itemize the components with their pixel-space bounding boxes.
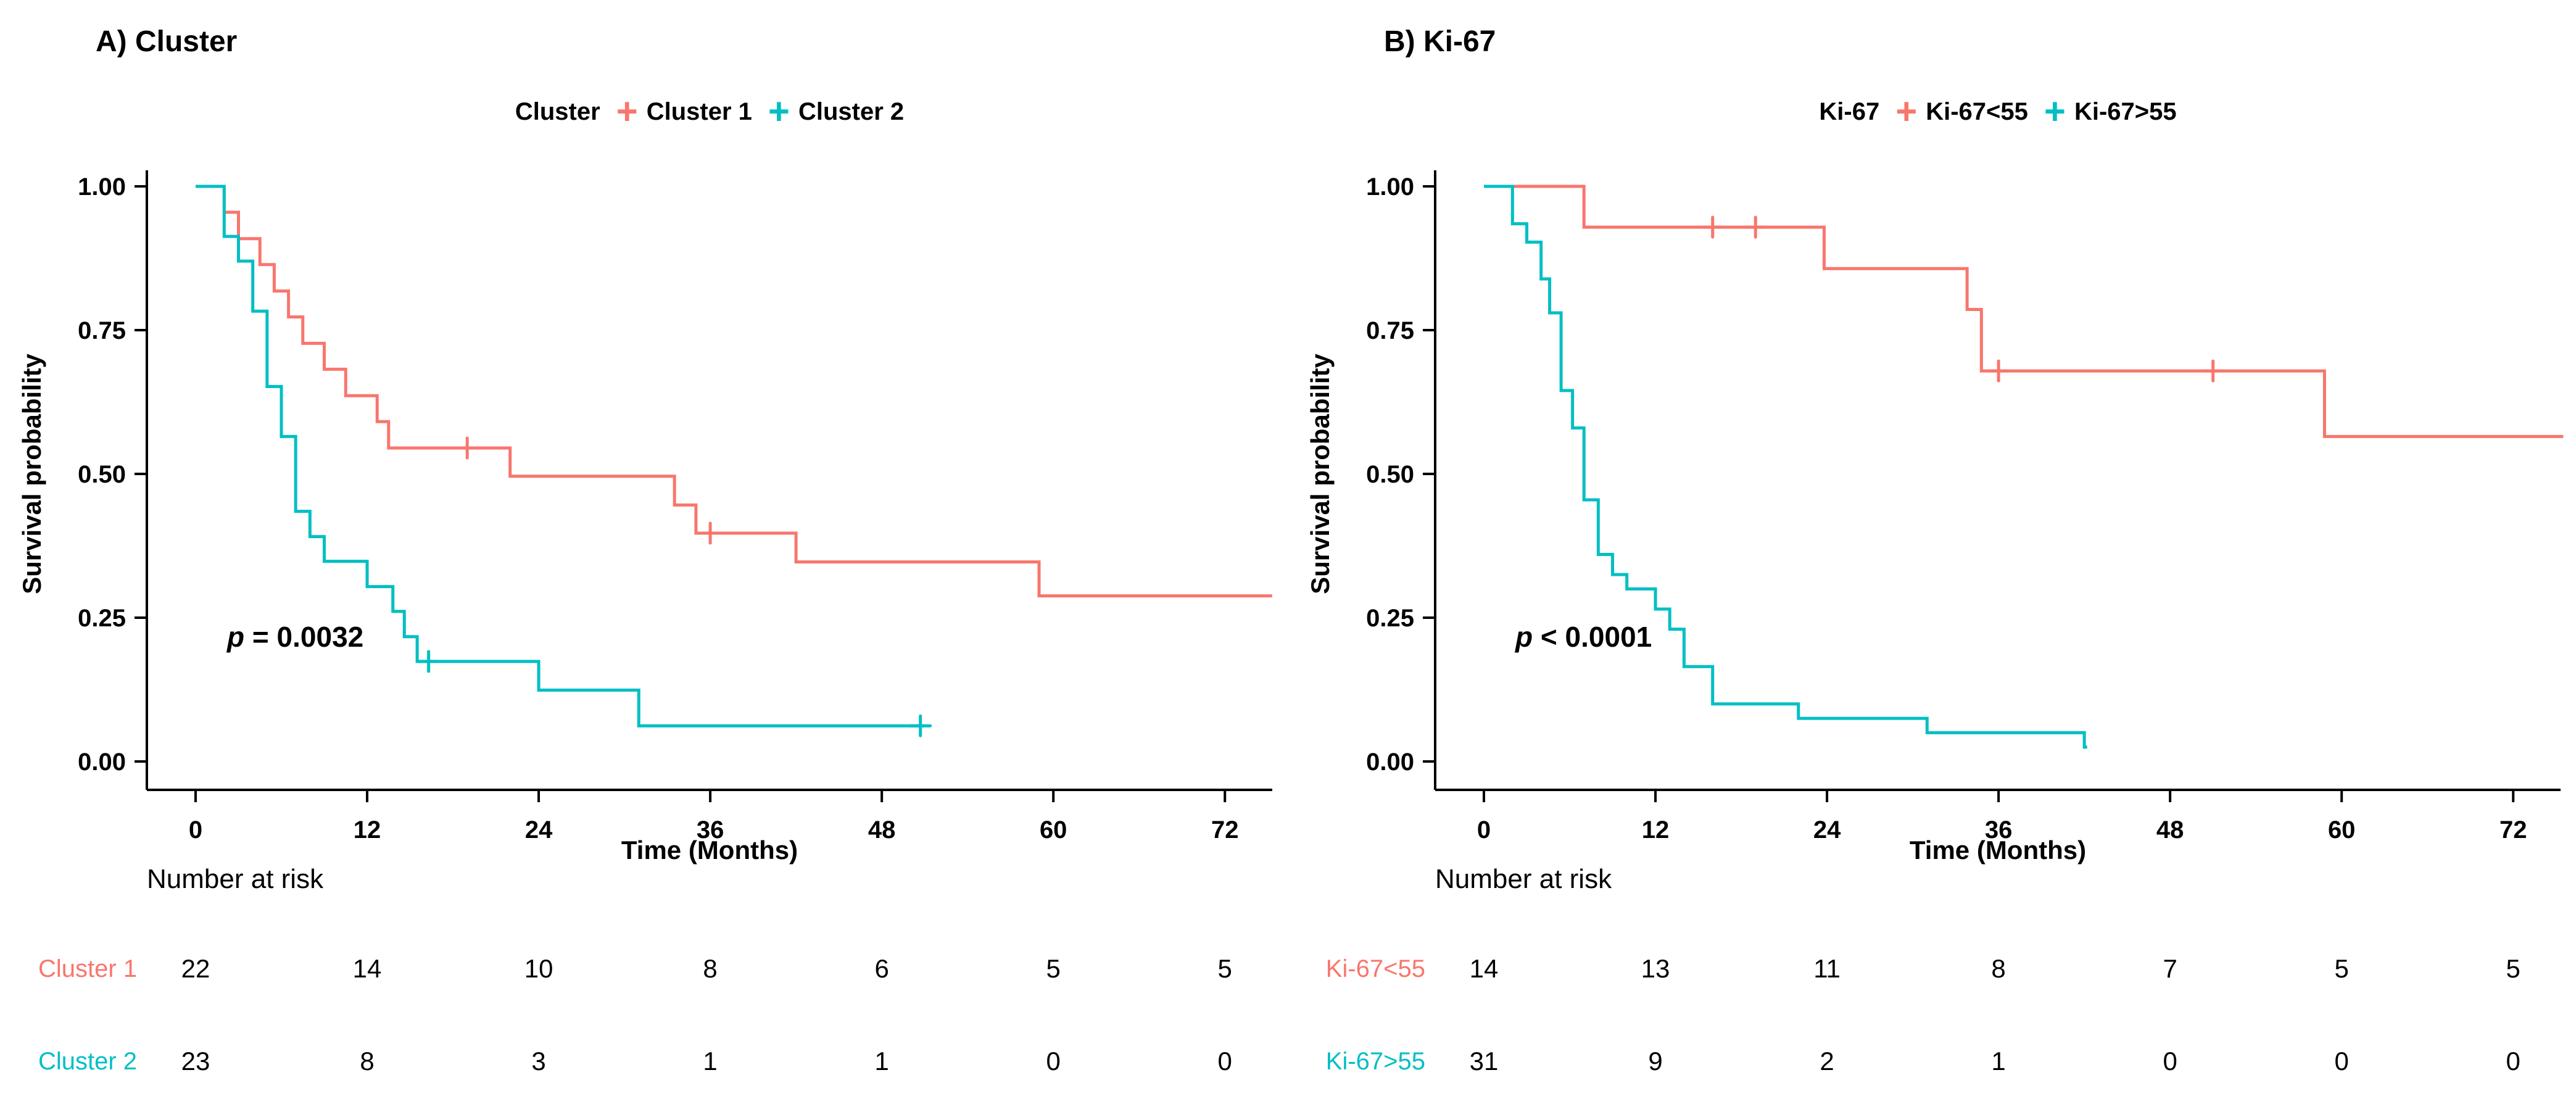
censor-plus-icon: + xyxy=(616,91,638,132)
y-tick-label: 0.25 xyxy=(78,605,126,632)
risk-count: 3 xyxy=(531,1047,546,1076)
risk-count: 5 xyxy=(2334,954,2349,983)
legend: Ki-67 + Ki-67<55 + Ki-67>55 xyxy=(1435,90,2561,133)
risk-count: 6 xyxy=(874,954,889,983)
x-tick-label: 72 xyxy=(1211,816,1239,844)
y-tick-label: 0.75 xyxy=(78,317,126,344)
p-value: p < 0.0001 xyxy=(1514,621,1652,653)
risk-count: 8 xyxy=(1991,954,2006,983)
x-tick-label: 24 xyxy=(525,816,553,844)
risk-row-label: Cluster 2 xyxy=(38,1048,137,1075)
y-axis-title: Survival probability xyxy=(1306,353,1335,594)
legend-item: + Cluster 2 xyxy=(768,91,905,132)
risk-count: 8 xyxy=(360,1047,375,1076)
x-tick-label: 0 xyxy=(189,816,202,844)
x-axis-title: Time (Months) xyxy=(1910,836,2086,865)
survival-plot: Survival probability Time (Months) p < 0… xyxy=(1306,170,2564,865)
risk-count: 11 xyxy=(1813,954,1841,983)
panel-ki67: B) Ki-67 Ki-67 + Ki-67<55 + Ki-67>55 Sur… xyxy=(1288,0,2576,1120)
survival-curve xyxy=(1484,185,2087,749)
panel-cluster: A) Cluster Cluster + Cluster 1 + Cluster… xyxy=(0,25,1288,1081)
risk-row-label: Ki-67<55 xyxy=(1325,955,1425,982)
risk-count: 0 xyxy=(2506,1047,2520,1076)
legend-item-label: Ki-67>55 xyxy=(2074,97,2177,125)
risk-count: 0 xyxy=(1046,1047,1061,1076)
legend-title: Cluster xyxy=(515,97,600,125)
risk-table-heading: Number at risk xyxy=(147,864,324,894)
risk-count: 5 xyxy=(2506,954,2520,983)
legend-title: Ki-67 xyxy=(1819,97,1880,125)
panel-title: B) Ki-67 xyxy=(1384,25,1496,58)
censor-plus-icon: + xyxy=(768,91,790,132)
risk-count: 10 xyxy=(524,954,553,983)
risk-count: 14 xyxy=(1469,954,1499,983)
x-tick-label: 12 xyxy=(354,816,381,844)
risk-row: Ki-67<55 14 13 11 8 7 5 5 xyxy=(1288,949,2576,989)
y-tick-label: 0.50 xyxy=(78,461,126,488)
x-tick-label: 24 xyxy=(1813,816,1841,844)
survival-curve xyxy=(1484,185,2564,438)
risk-count: 31 xyxy=(1469,1047,1499,1076)
x-axis-title: Time (Months) xyxy=(621,836,798,865)
risk-count: 9 xyxy=(1648,1047,1663,1076)
risk-count: 14 xyxy=(352,954,382,983)
y-tick-label: 0.50 xyxy=(1366,461,1414,488)
legend-item-label: Cluster 2 xyxy=(798,97,905,125)
y-tick-label: 1.00 xyxy=(1366,173,1414,201)
survival-plot: Survival probability Time (Months) p = 0… xyxy=(17,170,1272,865)
risk-count: 23 xyxy=(181,1047,210,1076)
risk-count: 8 xyxy=(703,954,718,983)
x-tick-label: 0 xyxy=(1477,816,1491,844)
risk-count: 1 xyxy=(874,1047,889,1076)
x-tick-label: 36 xyxy=(697,816,724,844)
x-tick-label: 60 xyxy=(1040,816,1067,844)
legend-item: + Ki-67<55 xyxy=(1895,91,2028,132)
censor-plus-icon: + xyxy=(2044,91,2066,132)
legend: Cluster + Cluster 1 + Cluster 2 xyxy=(147,90,1272,133)
x-tick-label: 48 xyxy=(2156,816,2184,844)
risk-count: 0 xyxy=(2163,1047,2177,1076)
y-tick-label: 0.75 xyxy=(1366,317,1414,344)
risk-table-heading: Number at risk xyxy=(1435,864,1612,894)
legend-item-label: Ki-67<55 xyxy=(1926,97,2028,125)
risk-count: 5 xyxy=(1217,954,1232,983)
survival-curve xyxy=(196,185,1272,598)
risk-row: Cluster 1 22 14 10 8 6 5 5 xyxy=(0,949,1288,989)
risk-count: 1 xyxy=(1991,1047,2006,1076)
risk-row: Cluster 2 23 8 3 1 1 0 0 xyxy=(0,1042,1288,1081)
y-tick-label: 1.00 xyxy=(78,173,126,201)
y-tick-label: 0.00 xyxy=(1366,749,1414,776)
risk-row-label: Cluster 1 xyxy=(38,955,137,982)
x-tick-label: 72 xyxy=(2499,816,2527,844)
x-tick-label: 36 xyxy=(1985,816,2013,844)
x-tick-label: 60 xyxy=(2328,816,2356,844)
risk-row: Ki-67>55 31 9 2 1 0 0 0 xyxy=(1288,1042,2576,1081)
risk-count: 7 xyxy=(2163,954,2177,983)
risk-count: 22 xyxy=(181,954,210,983)
panel-title: A) Cluster xyxy=(96,25,238,58)
risk-count: 0 xyxy=(1217,1047,1232,1076)
y-tick-label: 0.25 xyxy=(1366,605,1414,632)
y-axis-title: Survival probability xyxy=(17,353,46,594)
legend-item-label: Cluster 1 xyxy=(646,97,752,125)
risk-count: 2 xyxy=(1820,1047,1834,1076)
risk-row-label: Ki-67>55 xyxy=(1325,1048,1425,1075)
risk-count: 13 xyxy=(1641,954,1670,983)
legend-item: + Ki-67>55 xyxy=(2044,91,2177,132)
legend-item: + Cluster 1 xyxy=(616,91,752,132)
risk-count: 5 xyxy=(1046,954,1061,983)
x-tick-label: 48 xyxy=(868,816,896,844)
censor-plus-icon: + xyxy=(1895,91,1918,132)
y-tick-label: 0.00 xyxy=(78,749,126,776)
risk-count: 0 xyxy=(2334,1047,2349,1076)
x-tick-label: 12 xyxy=(1642,816,1670,844)
p-value: p = 0.0032 xyxy=(226,621,363,653)
risk-count: 1 xyxy=(703,1047,718,1076)
